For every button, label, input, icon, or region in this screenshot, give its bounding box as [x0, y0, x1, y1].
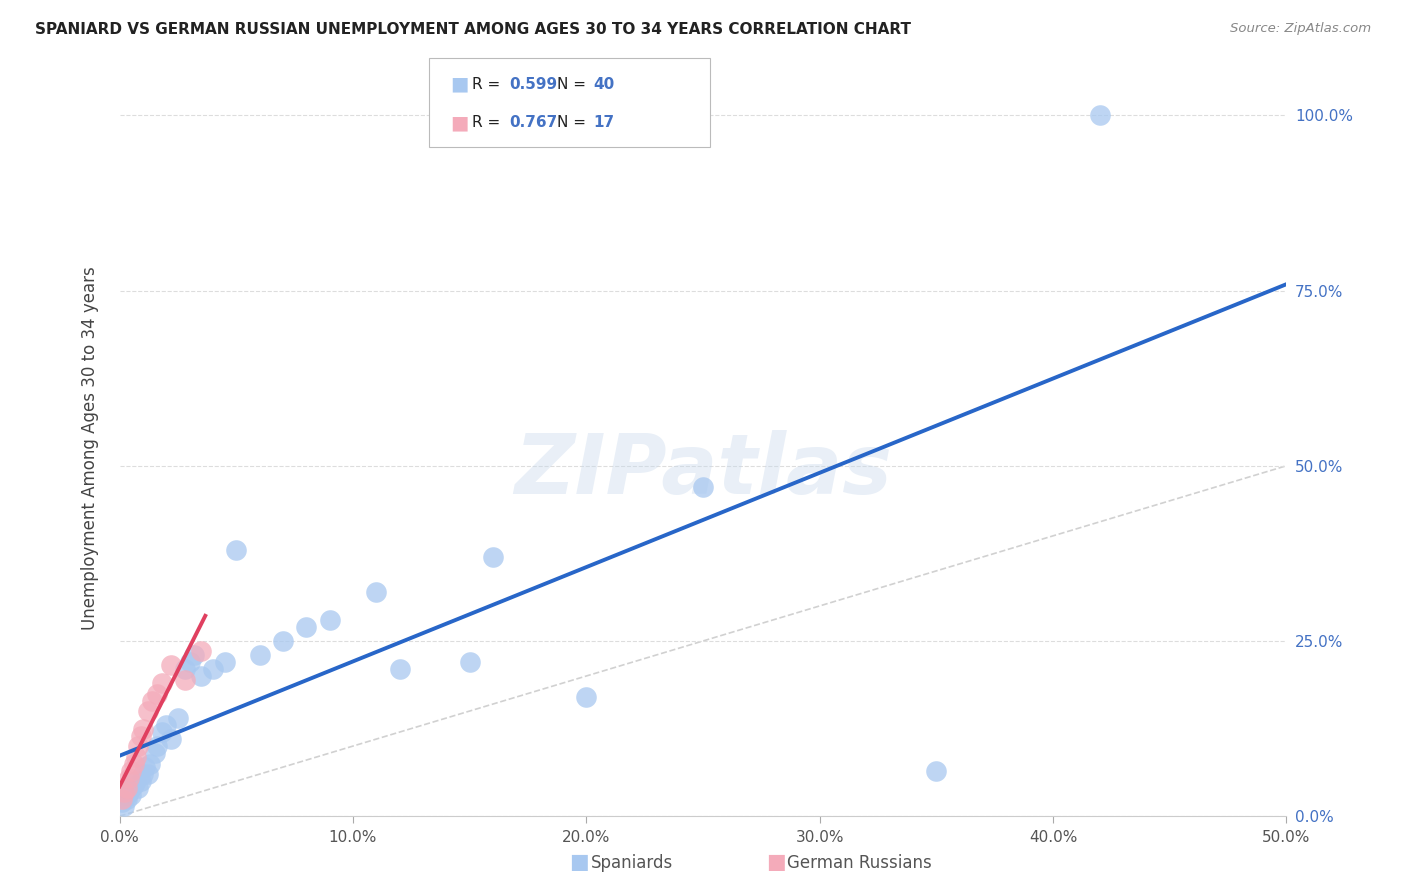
Text: SPANIARD VS GERMAN RUSSIAN UNEMPLOYMENT AMONG AGES 30 TO 34 YEARS CORRELATION CH: SPANIARD VS GERMAN RUSSIAN UNEMPLOYMENT … [35, 22, 911, 37]
Text: N =: N = [557, 77, 591, 92]
Point [118, 771, 141, 785]
Point [111, 791, 134, 805]
Point [160, 732, 183, 747]
Point [150, 725, 173, 739]
Text: 40: 40 [593, 77, 614, 92]
Text: R =: R = [472, 77, 506, 92]
Text: German Russians: German Russians [787, 855, 932, 872]
Point [120, 781, 142, 796]
Point [132, 767, 155, 781]
Point [318, 613, 340, 627]
Point [249, 648, 271, 662]
Text: R =: R = [472, 115, 506, 130]
Point [160, 658, 183, 673]
Point [155, 718, 177, 732]
Point [183, 648, 205, 662]
Text: Source: ZipAtlas.com: Source: ZipAtlas.com [1230, 22, 1371, 36]
Point [366, 585, 388, 599]
Point [458, 655, 481, 669]
Point [190, 669, 212, 683]
Text: ■: ■ [450, 75, 468, 94]
Point [120, 764, 142, 778]
Point [150, 676, 173, 690]
Text: 0.599: 0.599 [509, 77, 557, 92]
Y-axis label: Unemployment Among Ages 30 to 34 years: Unemployment Among Ages 30 to 34 years [80, 267, 98, 630]
Point [115, 791, 138, 805]
Point [132, 722, 155, 736]
Point [173, 673, 195, 687]
Point [173, 662, 195, 676]
Point [120, 788, 142, 802]
Point [127, 781, 149, 796]
Text: ■: ■ [766, 853, 786, 872]
Point [1088, 108, 1111, 122]
Point [129, 729, 152, 743]
Text: 0.767: 0.767 [509, 115, 557, 130]
Point [115, 788, 138, 802]
Point [214, 655, 236, 669]
Point [190, 644, 212, 658]
Point [112, 798, 135, 813]
Point [388, 662, 411, 676]
Point [129, 774, 152, 789]
Point [125, 774, 148, 789]
Point [179, 655, 201, 669]
Point [146, 739, 169, 753]
Text: Spaniards: Spaniards [591, 855, 672, 872]
Point [482, 549, 505, 564]
Point [125, 749, 148, 764]
Text: ■: ■ [569, 853, 589, 872]
Point [271, 634, 294, 648]
Point [118, 785, 141, 799]
Point [115, 781, 138, 796]
Point [139, 756, 162, 771]
Point [111, 795, 134, 809]
Point [201, 662, 224, 676]
Point [136, 767, 159, 781]
Point [134, 760, 156, 774]
Text: ■: ■ [450, 113, 468, 132]
Point [925, 764, 948, 778]
Point [166, 711, 188, 725]
Point [127, 739, 149, 753]
Point [122, 756, 145, 771]
Point [692, 480, 714, 494]
Point [225, 542, 247, 557]
Text: ZIPatlas: ZIPatlas [515, 430, 891, 511]
Point [112, 785, 135, 799]
Point [575, 690, 598, 704]
Text: 17: 17 [593, 115, 614, 130]
Point [136, 704, 159, 718]
Point [143, 746, 166, 760]
Point [295, 620, 318, 634]
Point [141, 693, 163, 707]
Point [146, 687, 169, 701]
Text: N =: N = [557, 115, 591, 130]
Point [122, 778, 145, 792]
